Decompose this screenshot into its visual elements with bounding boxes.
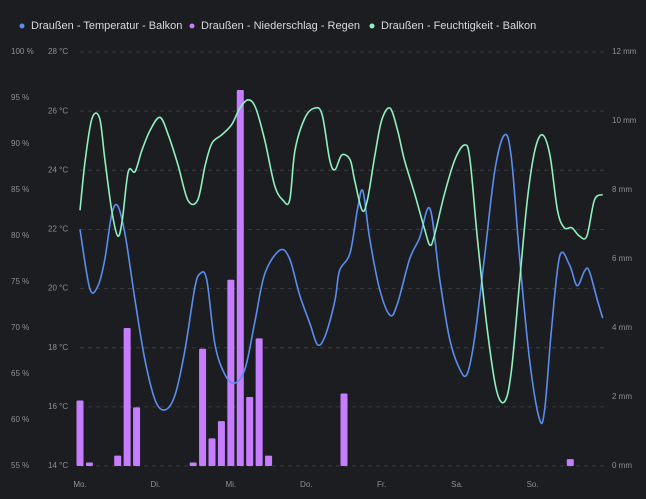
bar [85, 462, 93, 466]
bar [114, 455, 122, 466]
y2-tick-label: 12 mm [612, 47, 637, 56]
bar [227, 279, 235, 466]
y2-tick-label: 10 mm [612, 116, 637, 125]
bar [199, 348, 207, 466]
x-tick-label: Sa. [451, 480, 463, 489]
y-tick-label: 14 °C [48, 461, 68, 470]
y-tick-label: 85 % [11, 185, 29, 194]
y-tick-label: 75 % [11, 277, 29, 286]
y-tick-label: 22 °C [48, 225, 68, 234]
y-tick-label: 20 °C [48, 284, 68, 293]
y-tick-label: 90 % [11, 139, 29, 148]
x-tick-label: So. [527, 480, 539, 489]
y2-tick-label: 2 mm [612, 392, 632, 401]
legend-marker [189, 23, 195, 29]
y-tick-label: 80 % [11, 231, 29, 240]
x-tick-label: Fr. [377, 480, 386, 489]
y2-tick-label: 0 mm [612, 461, 632, 470]
y-tick-label: 95 % [11, 93, 29, 102]
bar [340, 393, 348, 466]
y-tick-label: 18 °C [48, 343, 68, 352]
y2-tick-label: 6 mm [612, 254, 632, 263]
bar [566, 459, 574, 466]
y-tick-label: 100 % [11, 47, 34, 56]
y-tick-label: 65 % [11, 369, 29, 378]
y-tick-label: 70 % [11, 323, 29, 332]
bar [189, 462, 197, 466]
y-tick-label: 60 % [11, 415, 29, 424]
bar [123, 328, 131, 466]
y-tick-label: 26 °C [48, 106, 68, 115]
legend-marker [19, 23, 25, 29]
line [79, 99, 604, 404]
legend-label[interactable]: Draußen - Feuchtigkeit - Balkon [381, 20, 536, 32]
legend-label[interactable]: Draußen - Niederschlag - Regen [201, 20, 360, 32]
bar [208, 438, 216, 466]
y2-tick-label: 8 mm [612, 185, 632, 194]
line [79, 133, 604, 425]
y-tick-label: 16 °C [48, 402, 68, 411]
x-tick-label: Di. [151, 480, 161, 489]
y2-tick-label: 4 mm [612, 323, 632, 332]
bar [246, 397, 254, 466]
legend-label[interactable]: Draußen - Temperatur - Balkon [31, 20, 182, 32]
legend-marker [369, 23, 375, 29]
x-tick-label: Mi. [226, 480, 237, 489]
bar [255, 338, 263, 466]
x-tick-label: Mo. [73, 480, 86, 489]
bar [265, 455, 273, 466]
bar [236, 89, 244, 466]
bar [217, 421, 225, 466]
bar [76, 400, 84, 466]
bar [133, 407, 141, 466]
y-tick-label: 28 °C [48, 47, 68, 56]
y-tick-label: 55 % [11, 461, 29, 470]
x-tick-label: Do. [300, 480, 312, 489]
y-tick-label: 24 °C [48, 165, 68, 174]
